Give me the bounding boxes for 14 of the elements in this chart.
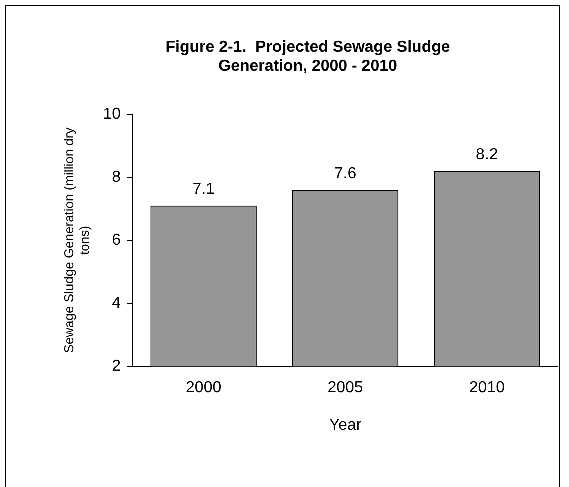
data-label: 7.6 [334,165,357,182]
chart-title: Figure 2-1. Projected Sewage Sludge Generation, 2000 - 2010 [166,39,450,76]
data-label: 7.1 [192,181,216,198]
x-tick-label: 2000 [186,380,222,397]
data-label: 8.2 [476,146,498,164]
y-tick-label: 4 [112,294,122,312]
x-axis-title: Year [329,416,362,434]
x-tick-label: 2010 [469,380,506,397]
y-tick-label: 8 [112,168,122,186]
y-tick-label: 6 [112,232,122,249]
y-tick-label: 2 [112,358,122,376]
y-tick-label: 10 [103,106,122,123]
y-axis-title: Sewage Sludge Generation (million dry tons) [61,127,92,354]
x-tick-label: 2005 [328,380,364,397]
